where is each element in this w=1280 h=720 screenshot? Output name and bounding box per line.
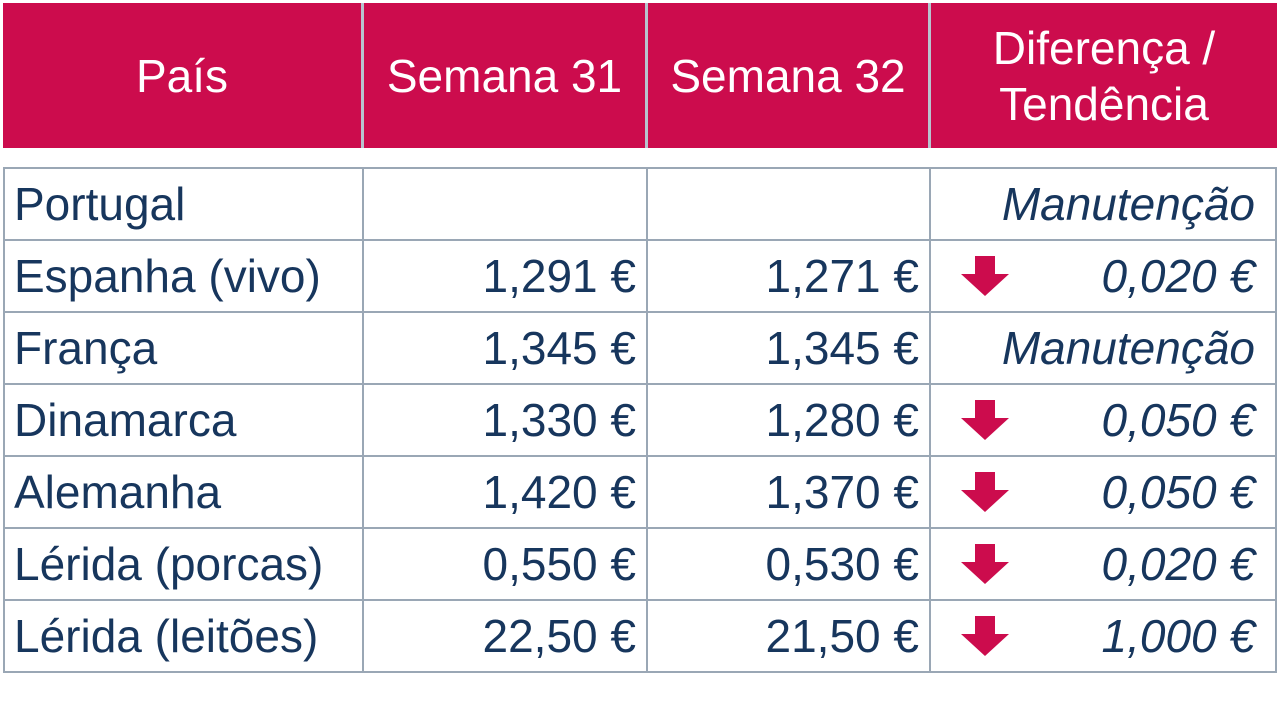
difference-value: 0,020 € (1101, 250, 1255, 302)
table-header-row: País Semana 31 Semana 32 Diferença / Ten… (3, 3, 1277, 148)
header-week-31: Semana 31 (364, 3, 648, 148)
cell-week-32: 1,345 € (648, 313, 931, 383)
header-week-32: Semana 32 (648, 3, 931, 148)
cell-difference: 0,050 € (931, 457, 1277, 527)
cell-country: Dinamarca (3, 385, 364, 455)
cell-week-32: 1,280 € (648, 385, 931, 455)
difference-value: Manutenção (1001, 178, 1255, 230)
cell-difference: 0,020 € (931, 241, 1277, 311)
cell-difference: Manutenção (931, 169, 1277, 239)
cell-week-31: 1,345 € (364, 313, 648, 383)
cell-difference: 0,050 € (931, 385, 1277, 455)
cell-country: Lérida (leitões) (3, 601, 364, 671)
cell-week-32: 1,271 € (648, 241, 931, 311)
header-difference-line2: Tendência (999, 77, 1209, 130)
header-difference-line1: Diferença / (992, 21, 1216, 74)
cell-country: Portugal (3, 169, 364, 239)
cell-difference: 0,020 € (931, 529, 1277, 599)
table-row: Dinamarca 1,330 €1,280 € 0,050 € (3, 385, 1277, 457)
table-row: Portugal Manutenção (3, 169, 1277, 241)
cell-week-31: 1,420 € (364, 457, 648, 527)
cell-week-32: 1,370 € (648, 457, 931, 527)
header-difference: Diferença / Tendência (931, 3, 1277, 148)
difference-value: Manutenção (1001, 322, 1255, 374)
cell-country: Alemanha (3, 457, 364, 527)
cell-difference: 1,000 € (931, 601, 1277, 671)
table-row: Lérida (leitões) 22,50 €21,50 € 1,000 € (3, 601, 1277, 673)
table-row: Espanha (vivo) 1,291 €1,271 € 0,020 € (3, 241, 1277, 313)
cell-week-31: 22,50 € (364, 601, 648, 671)
difference-value: 0,050 € (1101, 466, 1255, 518)
down-arrow-icon (959, 398, 1011, 442)
down-arrow-icon (959, 614, 1011, 658)
table-row: Lérida (porcas) 0,550 €0,530 € 0,020 € (3, 529, 1277, 601)
down-arrow-icon (959, 470, 1011, 514)
difference-value: 0,050 € (1101, 394, 1255, 446)
cell-week-31: 1,330 € (364, 385, 648, 455)
down-arrow-icon (959, 542, 1011, 586)
table-body: Portugal Manutenção Espanha (vivo) 1,291 €1… (3, 167, 1277, 673)
table-row: Alemanha 1,420 €1,370 € 0,050 € (3, 457, 1277, 529)
table-row: França 1,345 €1,345 € Manutenção (3, 313, 1277, 385)
difference-value: 0,020 € (1101, 538, 1255, 590)
cell-week-32 (648, 169, 931, 239)
cell-difference: Manutenção (931, 313, 1277, 383)
cell-week-32: 0,530 € (648, 529, 931, 599)
cell-country: França (3, 313, 364, 383)
header-country: País (3, 3, 364, 148)
cell-week-32: 21,50 € (648, 601, 931, 671)
cell-week-31: 0,550 € (364, 529, 648, 599)
difference-value: 1,000 € (1101, 610, 1255, 662)
down-arrow-icon (959, 254, 1011, 298)
cell-week-31 (364, 169, 648, 239)
cell-week-31: 1,291 € (364, 241, 648, 311)
cell-country: Lérida (porcas) (3, 529, 364, 599)
cell-country: Espanha (vivo) (3, 241, 364, 311)
